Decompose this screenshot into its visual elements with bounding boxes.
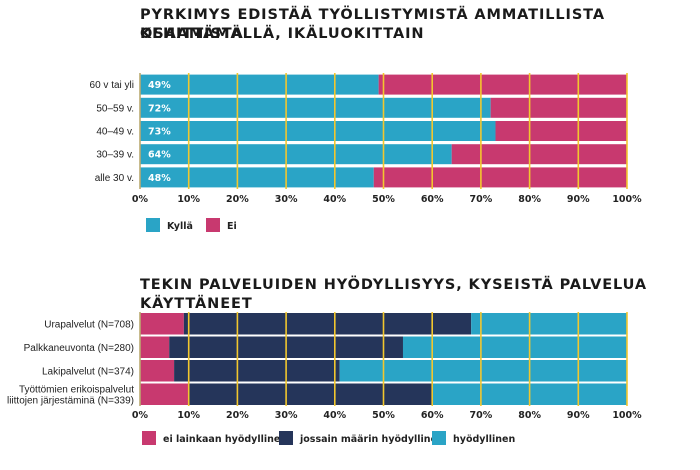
bar-2-3-1 [188, 383, 433, 405]
x-tick-label: 80% [518, 410, 541, 421]
bar-2-1-2 [402, 336, 627, 358]
legend-swatch [432, 431, 446, 445]
chart1-title-line2: KEHITTÄMÄLLÄ, IKÄLUOKITTAIN [140, 26, 425, 42]
chart2-title: TEKIN PALVELUIDEN HYÖDYLLISYYS, KYSEISTÄ… [140, 277, 647, 312]
x-tick-label: 50% [372, 410, 395, 421]
chart-1: 60 v tai yli 49% 50–59 v. 72% 40–49 v. 73% 30–… [90, 73, 642, 232]
x-tick-label: 10% [177, 410, 200, 421]
legend-label: ei lainkaan hyödyllinen [163, 434, 287, 445]
x-tick-label: 90% [567, 410, 590, 421]
legend-swatch [142, 431, 156, 445]
bar-1-4-0 [140, 167, 374, 188]
bar-1-1-0 [140, 97, 491, 118]
bar-2-0-1 [183, 313, 472, 335]
bar-1-3-0 [140, 144, 452, 165]
x-tick-label: 80% [518, 194, 541, 205]
legend-swatch [146, 218, 160, 232]
data-label: 48% [148, 173, 171, 184]
x-tick-label: 90% [567, 194, 590, 205]
legend-label: Ei [227, 221, 237, 232]
legend-label: Kyllä [167, 221, 193, 232]
legend-swatch [206, 218, 220, 232]
data-label: 72% [148, 103, 171, 114]
x-tick-label: 30% [275, 194, 298, 205]
legend-label: hyödyllinen [453, 434, 515, 445]
category-label: Palkkaneuvonta (N=280) [24, 343, 134, 354]
category-label: 40–49 v. [96, 127, 134, 138]
category-label: 50–59 v. [96, 103, 134, 114]
bar-2-2-1 [174, 360, 340, 382]
chart-2: Urapalvelut (N=708) Palkkaneuvonta (N=280… [7, 312, 642, 445]
x-tick-label: 0% [132, 410, 149, 421]
x-tick-label: 60% [421, 410, 444, 421]
category-label: Työttömien erikoispalvelut [19, 384, 134, 395]
bar-2-0-2 [471, 313, 627, 335]
x-tick-label: 30% [275, 410, 298, 421]
category-label: Lakipalvelut (N=374) [42, 366, 134, 377]
bar-1-1-1 [490, 97, 627, 118]
x-tick-label: 60% [421, 194, 444, 205]
legend-label: jossain määrin hyödyllinen [299, 434, 444, 445]
category-label: 30–39 v. [96, 150, 134, 161]
x-tick-label: 40% [323, 410, 346, 421]
bar-2-1-0 [140, 336, 170, 358]
bar-2-0-0 [140, 313, 184, 335]
category-label: alle 30 v. [95, 173, 134, 184]
x-tick-label: 10% [177, 194, 200, 205]
bar-1-4-1 [373, 167, 627, 188]
x-tick-label: 100% [612, 410, 642, 421]
category-label: Urapalvelut (N=708) [44, 319, 134, 330]
x-tick-label: 50% [372, 194, 395, 205]
bar-2-2-2 [339, 360, 627, 382]
data-label: 49% [148, 80, 171, 91]
x-tick-label: 70% [470, 410, 493, 421]
x-tick-label: 20% [226, 410, 249, 421]
category-label: liittojen järjestäminä (N=339) [7, 395, 134, 406]
category-label: 60 v tai yli [90, 80, 134, 91]
x-tick-label: 0% [132, 194, 149, 205]
chart1-title-line1: PYRKIMYS EDISTÄÄ TYÖLLISTYMISTÄ AMMATILL… [140, 7, 605, 42]
bar-1-3-1 [451, 144, 627, 165]
x-tick-label: 70% [470, 194, 493, 205]
data-label: 73% [148, 127, 171, 138]
x-tick-label: 40% [323, 194, 346, 205]
bar-1-2-0 [140, 121, 496, 141]
bar-2-3-0 [140, 383, 189, 405]
legend-swatch [279, 431, 293, 445]
bar-1-0-0 [140, 74, 379, 95]
bar-2-2-0 [140, 360, 175, 382]
bar-1-2-1 [495, 121, 627, 141]
bar-1-0-1 [378, 74, 627, 95]
x-tick-label: 20% [226, 194, 249, 205]
x-tick-label: 100% [612, 194, 642, 205]
data-label: 64% [148, 150, 171, 161]
